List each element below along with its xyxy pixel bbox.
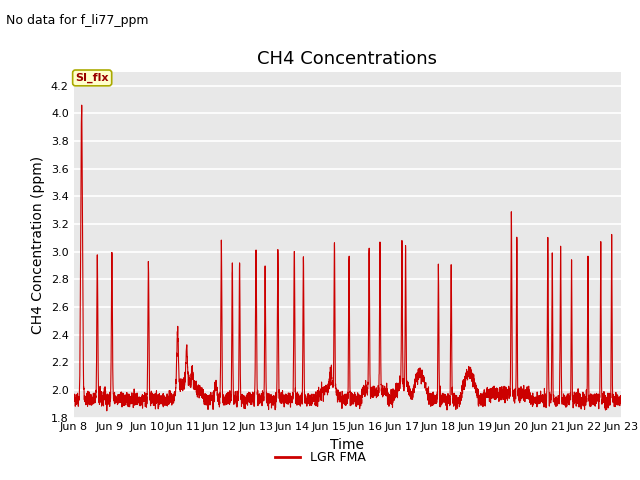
X-axis label: Time: Time bbox=[330, 438, 364, 452]
Title: CH4 Concentrations: CH4 Concentrations bbox=[257, 49, 437, 68]
Text: No data for f_li77_ppm: No data for f_li77_ppm bbox=[6, 14, 149, 27]
Y-axis label: CH4 Concentration (ppm): CH4 Concentration (ppm) bbox=[31, 156, 45, 334]
Text: SI_flx: SI_flx bbox=[76, 73, 109, 83]
Legend: LGR FMA: LGR FMA bbox=[269, 446, 371, 469]
